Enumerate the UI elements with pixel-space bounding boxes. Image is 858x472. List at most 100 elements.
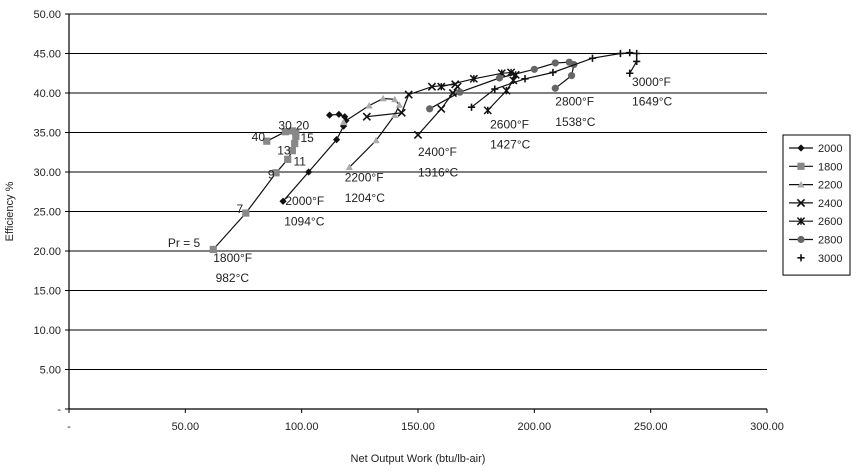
x-tick-label: 100.00 xyxy=(285,421,319,433)
legend-label: 2000 xyxy=(818,143,842,155)
annotation-label: 30 xyxy=(278,118,292,132)
data-point xyxy=(588,54,597,62)
legend: 2000 1800 2200 2400 2600 2800 3000 xyxy=(782,134,851,276)
data-point xyxy=(549,68,557,77)
data-point xyxy=(332,136,341,144)
data-point xyxy=(305,168,313,176)
annotation-label: Pr = 5 xyxy=(168,236,201,250)
data-point xyxy=(292,132,300,141)
data-point xyxy=(567,72,576,80)
legend-item-2000: 2000 xyxy=(789,143,842,155)
data-point xyxy=(345,163,353,171)
data-point xyxy=(279,197,287,205)
data-point xyxy=(495,74,504,82)
x-tick-label: 50.00 xyxy=(172,421,200,433)
data-point xyxy=(325,111,334,119)
annotation-label: 20 xyxy=(296,118,310,132)
legend-marker xyxy=(797,254,805,262)
legend-marker xyxy=(797,144,805,152)
y-tick-label: 45.00 xyxy=(33,49,61,61)
legend-marker xyxy=(797,181,805,188)
x-tick-label: 300.00 xyxy=(750,421,784,433)
annotation-label: 15 xyxy=(301,131,315,145)
annotation-label: 2800°F xyxy=(555,95,594,109)
data-point xyxy=(483,106,492,115)
data-point xyxy=(427,82,437,91)
legend-item-2600: 2600 xyxy=(789,216,842,228)
data-point xyxy=(263,137,271,145)
data-point xyxy=(521,75,529,83)
data-point xyxy=(565,58,573,66)
data-point xyxy=(379,94,387,102)
data-point xyxy=(437,82,446,91)
annotation-label: 1800°F xyxy=(213,251,252,265)
annotation-label: 1649°C xyxy=(632,95,672,109)
x-axis-label: Net Output Work (btu/lb-air) xyxy=(351,453,486,465)
annotation-label: 982°C xyxy=(216,271,250,285)
annotation-label: 7 xyxy=(237,202,244,216)
data-point xyxy=(551,84,559,92)
legend-label: 2600 xyxy=(818,216,842,228)
data-point xyxy=(626,69,634,77)
legend-item-2400: 2400 xyxy=(789,198,842,210)
data-point xyxy=(281,128,289,136)
data-point xyxy=(339,118,348,126)
data-point xyxy=(426,105,434,113)
x-axis-ticks: - 50.00 100.00 150.00 200.00 250.00 300.00 xyxy=(67,409,784,433)
data-point xyxy=(626,49,634,57)
legend-label: 2800 xyxy=(818,235,842,247)
annotation-label: 1316°C xyxy=(418,166,458,180)
y-axis-label: Efficiency % xyxy=(4,181,16,241)
series-2400 xyxy=(362,80,462,140)
y-tick-label: 5.00 xyxy=(40,365,61,377)
annotation-label: 9 xyxy=(268,167,275,181)
y-tick-label: 35.00 xyxy=(33,128,61,140)
data-point xyxy=(291,139,299,148)
data-point xyxy=(391,95,399,103)
annotation-label: 1094°C xyxy=(284,215,324,229)
legend-item-2800: 2800 xyxy=(789,235,842,247)
data-point xyxy=(616,49,625,58)
legend-marker xyxy=(796,217,806,226)
data-point xyxy=(491,85,499,93)
data-point xyxy=(395,101,403,108)
y-tick-label: 30.00 xyxy=(33,167,61,179)
legend-label: 3000 xyxy=(818,253,842,265)
series-2200 xyxy=(339,94,403,171)
data-point xyxy=(372,136,380,144)
data-point xyxy=(451,80,460,89)
legend-marker xyxy=(797,162,805,170)
data-point xyxy=(437,104,446,113)
x-tick-label: 150.00 xyxy=(401,421,435,433)
data-point xyxy=(551,59,559,67)
annotation-label: 2400°F xyxy=(418,145,457,159)
data-point xyxy=(404,90,413,99)
x-tick-label: 250.00 xyxy=(634,421,668,433)
annotation-label: 40 xyxy=(252,130,266,144)
annotation-label: 2600°F xyxy=(490,118,529,132)
data-point xyxy=(633,49,641,58)
data-point xyxy=(633,57,641,65)
data-point xyxy=(502,86,511,95)
legend-marker xyxy=(796,198,806,208)
annotation-label: 1538°C xyxy=(555,115,595,129)
data-point xyxy=(288,147,296,155)
legend-item-1800: 1800 xyxy=(789,161,842,173)
data-point xyxy=(456,88,464,96)
data-point xyxy=(530,65,538,73)
annotation-label: 2200°F xyxy=(345,170,384,184)
y-axis-ticks: - 5.00 10.00 15.00 20.00 25.00 30.00 35.00 40.00… xyxy=(33,9,69,416)
data-point xyxy=(284,155,292,163)
data-point xyxy=(242,209,250,217)
data-point xyxy=(341,113,349,121)
legend-item-2200: 2200 xyxy=(789,180,842,192)
data-point xyxy=(469,74,478,83)
annotation-label: 1427°C xyxy=(490,137,530,151)
x-tick-label: - xyxy=(67,421,71,433)
annotation-label: 1204°C xyxy=(345,191,385,205)
series-line-3000 xyxy=(471,52,638,108)
legend-label: 1800 xyxy=(818,161,842,173)
data-point xyxy=(272,169,280,177)
